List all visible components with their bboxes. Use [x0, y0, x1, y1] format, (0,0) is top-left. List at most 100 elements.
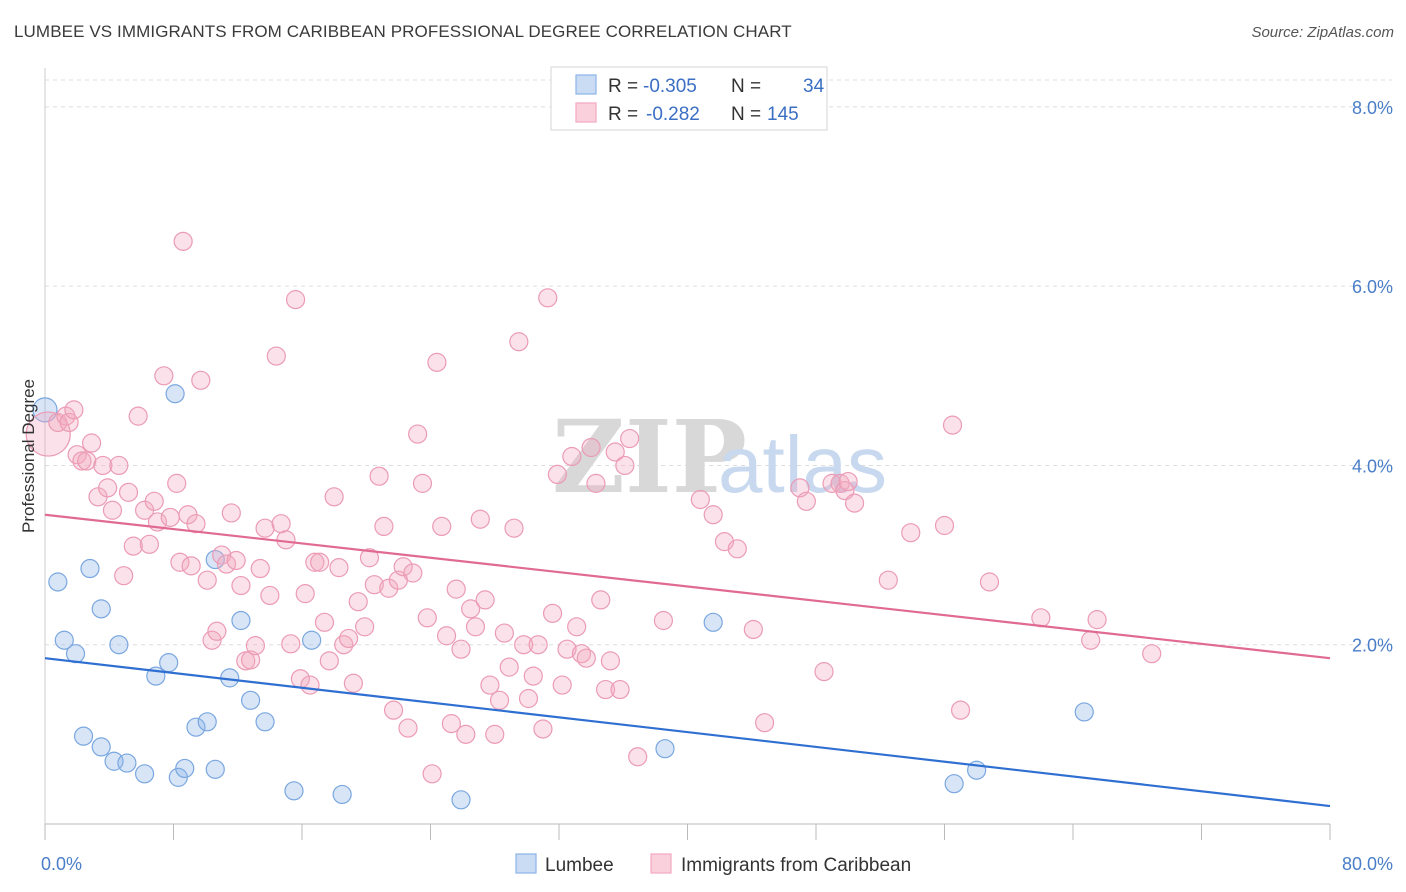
caribbean-point-134 [878, 570, 898, 590]
bottom-legend-swatch-lumbee [515, 853, 537, 874]
legend-swatch-lumbee [575, 74, 597, 95]
caribbean-point-94 [504, 518, 524, 538]
caribbean-point-52 [300, 675, 320, 695]
caribbean-point-62 [348, 592, 368, 612]
lumbee-point-17 [186, 717, 206, 737]
caribbean-point-33 [207, 621, 227, 641]
x-tick-label-1: 80.0% [1342, 854, 1393, 874]
caribbean-point-96 [514, 635, 534, 655]
lumbee-trend-line [44, 657, 1331, 808]
caribbean-point-82 [446, 579, 466, 599]
axes [44, 68, 1331, 840]
lumbee-point-5 [73, 726, 94, 746]
caribbean-point-110 [581, 437, 601, 458]
caribbean-point-48 [281, 634, 301, 654]
caribbean-point-142 [1087, 610, 1107, 630]
caribbean-point-41 [245, 636, 266, 656]
caribbean-point-22 [154, 366, 174, 386]
caribbean-point-72 [398, 718, 418, 738]
caribbean-point-42 [250, 558, 270, 579]
caribbean-point-115 [605, 442, 625, 462]
caribbean-point-136 [934, 515, 955, 536]
caribbean-point-7 [77, 451, 97, 471]
caribbean-point-49 [285, 290, 306, 310]
caribbean-point-44 [260, 585, 280, 606]
bottom-legend: Lumbee Immigrants from Caribbean [515, 853, 911, 876]
legend-n-label-lumbee: N = [731, 76, 761, 97]
caribbean-point-26 [173, 231, 193, 251]
caribbean-point-58 [329, 558, 349, 578]
caribbean-point-30 [191, 370, 211, 390]
caribbean-point-92 [494, 623, 514, 643]
caribbean-point-133 [844, 493, 865, 513]
caribbean-point-15 [118, 482, 139, 502]
caribbean-point-84 [456, 724, 476, 744]
caribbean-point-37 [226, 550, 246, 571]
caribbean-point-60 [338, 628, 359, 649]
caribbean-point-76 [417, 608, 437, 628]
caribbean-point-125 [743, 619, 763, 640]
caribbean-point-19 [139, 534, 160, 554]
caribbean-point-100 [533, 719, 553, 739]
bottom-legend-lumbee: Lumbee [545, 855, 614, 876]
legend-r-label-caribbean: R = [608, 104, 638, 125]
watermark-zip: ZIP [552, 398, 747, 516]
caribbean-point-135 [901, 523, 921, 543]
caribbean-point-36 [221, 503, 241, 523]
caribbean-point-78 [427, 352, 447, 372]
caribbean-point-57 [324, 487, 344, 507]
caribbean-point-101 [538, 288, 558, 308]
y-tick-labels: 2.0% 4.0% 6.0% 8.0% [1352, 98, 1393, 656]
watermark-atlas: atlas [718, 420, 887, 509]
caribbean-point-99 [528, 635, 548, 655]
caribbean-point-38 [231, 575, 251, 596]
caribbean-point-12 [102, 500, 123, 520]
bottom-legend-caribbean: Immigrants from Caribbean [681, 855, 911, 876]
caribbean-point-68 [379, 578, 399, 598]
lumbee-point-23 [241, 690, 261, 710]
caribbean-point-102 [542, 603, 563, 623]
caribbean-point-54 [310, 552, 330, 572]
caribbean-point-43 [255, 518, 275, 538]
caribbean-point-87 [470, 509, 490, 529]
caribbean-point-29 [186, 514, 206, 534]
y-tick-label-2: 6.0% [1352, 277, 1393, 297]
lumbee-point-26 [302, 630, 322, 650]
legend-n-value-lumbee: 34 [803, 76, 825, 97]
caribbean-point-4 [64, 400, 84, 420]
caribbean-point-56 [319, 651, 339, 671]
lumbee-point-16 [165, 384, 185, 404]
caribbean-point-144 [838, 471, 858, 492]
caribbean-point-91 [489, 690, 510, 710]
caribbean-point-90 [485, 724, 505, 744]
caribbean-point-64 [359, 548, 380, 568]
caribbean-point-143 [1142, 644, 1162, 664]
caribbean-point-40 [241, 650, 261, 670]
gridlines [45, 79, 1392, 646]
caribbean-point-139 [979, 572, 1000, 592]
caribbean-point-128 [796, 491, 816, 511]
caribbean-point-95 [509, 332, 529, 352]
caribbean-point-116 [610, 679, 630, 700]
lumbee-point-4 [80, 558, 100, 579]
caribbean-point-124 [727, 539, 747, 559]
caribbean-point-117 [615, 455, 635, 476]
caribbean-point-118 [620, 428, 640, 449]
caribbean-point-10 [93, 455, 113, 476]
caribbean-point-45 [266, 346, 286, 366]
caribbean-point-0 [25, 411, 71, 457]
caribbean-point-6 [72, 451, 92, 471]
trend-lines [44, 513, 1331, 808]
caribbean-point-79 [432, 516, 452, 537]
lumbee-point-8 [109, 635, 129, 655]
caribbean-point-75 [412, 473, 433, 493]
lumbee-point-7 [91, 599, 111, 619]
caribbean-point-83 [451, 639, 471, 659]
legend-r-value-lumbee: -0.305 [643, 76, 697, 97]
caribbean-point-28 [181, 556, 201, 576]
legend-r-label-lumbee: R = [608, 76, 638, 97]
caribbean-point-23 [160, 507, 180, 528]
caribbean-point-114 [600, 651, 621, 671]
caribbean-point-89 [480, 675, 500, 695]
